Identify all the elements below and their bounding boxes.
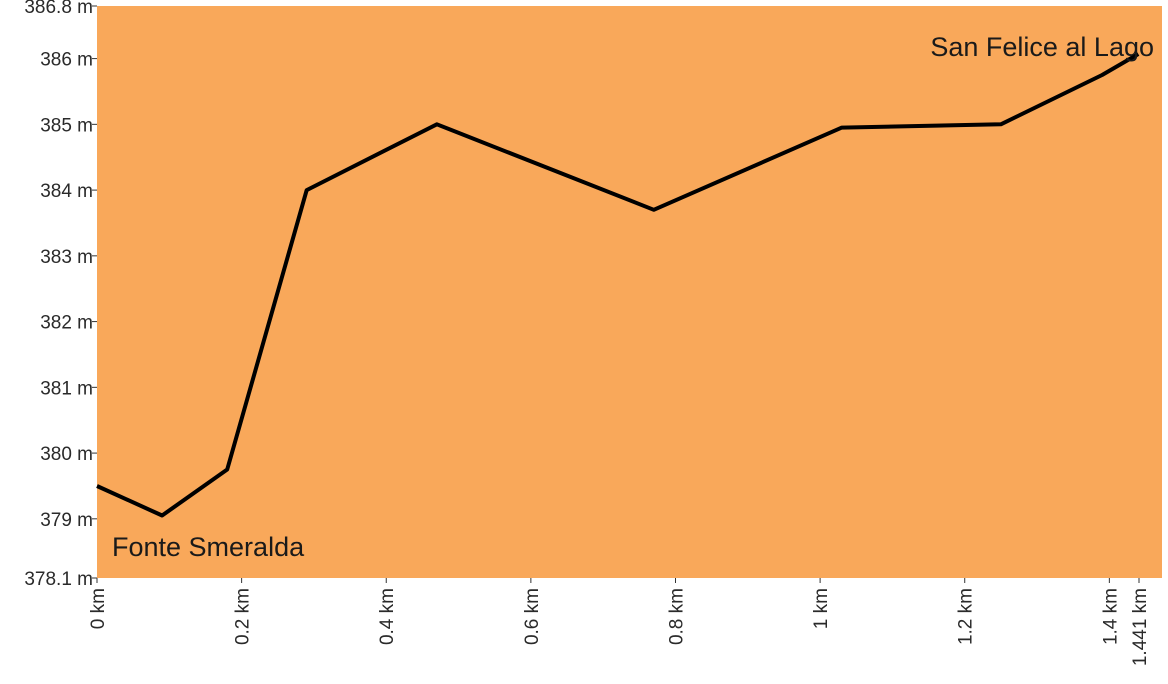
y-tick-label: 382 m [40,313,93,334]
y-tick-label: 381 m [40,378,93,399]
start-place-label: Fonte Smeralda [112,532,305,562]
y-tick-label: 383 m [40,247,93,268]
y-tick-label: 386 m [40,50,93,71]
elevation-line [96,52,1140,518]
x-tick-label: 1.4 km [1100,588,1121,645]
y-tick-label: 386.8 m [24,0,93,18]
x-tick-label: 1.2 km [956,588,977,645]
x-tick-label: 1.441 km [1130,588,1151,666]
y-axis: 386.8 m 386 m 385 m 384 m 383 m 382 m 381 m 380… [24,0,97,590]
plot-area [97,6,1162,578]
y-tick-label: 380 m [40,444,93,465]
x-tick-label: 1 km [811,588,832,629]
x-tick-label: 0.6 km [522,588,543,645]
x-tick-label: 0.4 km [377,588,398,645]
y-tick-label: 378.1 m [24,569,93,590]
x-axis: 0 km 0.2 km 0.4 km 0.6 km 0.8 km 1 km 1.2 km 1.… [88,578,1151,666]
x-tick-label: 0.8 km [666,588,687,645]
y-tick-label: 384 m [40,181,93,202]
end-place-label: San Felice al Lago [930,32,1154,62]
x-tick-label: 0 km [88,588,109,629]
y-tick-label: 379 m [40,510,93,531]
x-tick-label: 0.2 km [233,588,254,645]
y-tick-label: 385 m [40,115,93,136]
